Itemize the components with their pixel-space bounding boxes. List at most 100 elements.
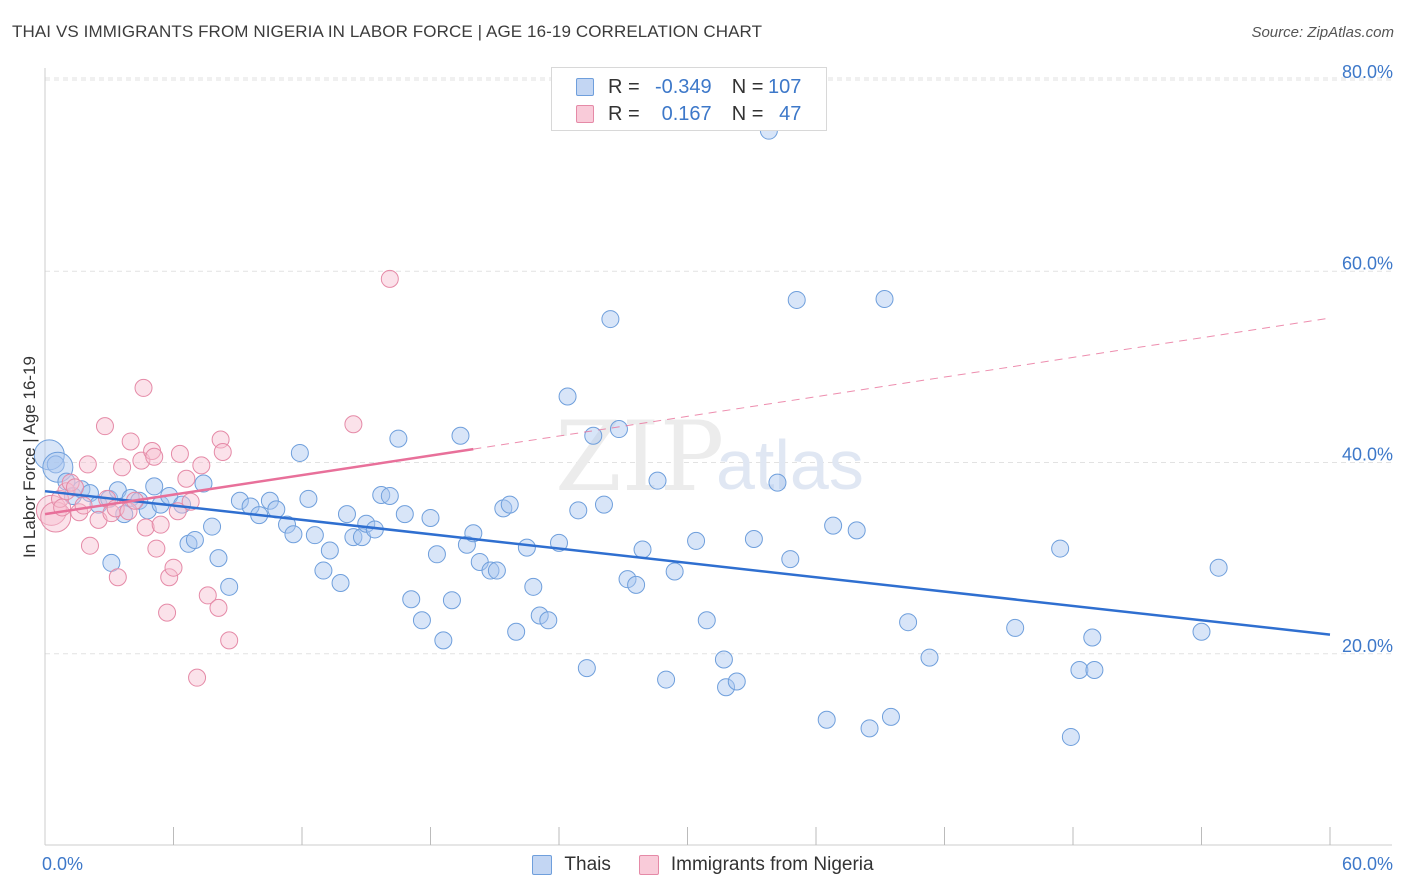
thai-point xyxy=(569,501,588,520)
thai-point xyxy=(768,473,787,492)
y-axis-label: In Labor Force | Age 16-19 xyxy=(20,356,39,558)
thai-point xyxy=(618,570,637,589)
legend-r-value: 0.167 xyxy=(661,102,712,125)
thai-point xyxy=(817,710,836,729)
thai-point xyxy=(920,648,939,667)
thai-point xyxy=(1085,661,1104,680)
thai-point xyxy=(380,486,399,505)
y-tick-label: 60.0% xyxy=(1342,253,1393,273)
nigeria-point xyxy=(151,515,170,534)
thai-point xyxy=(314,561,333,580)
nigeria-point xyxy=(147,539,166,558)
thai-point xyxy=(899,613,918,632)
thai-trend-line xyxy=(44,489,1331,636)
thai-point xyxy=(697,611,716,630)
thai-point xyxy=(875,289,894,308)
nigeria-point xyxy=(74,496,93,515)
thai-point xyxy=(451,426,470,445)
nigeria-point xyxy=(164,558,183,577)
thai-point xyxy=(881,707,900,726)
nigeria-point xyxy=(57,482,76,501)
thai-point xyxy=(320,541,339,560)
thai-point xyxy=(209,549,228,568)
thai-point xyxy=(487,561,506,580)
nigeria-point xyxy=(160,568,179,587)
thai-point xyxy=(434,631,453,650)
legend-n-label: N = xyxy=(731,75,764,98)
series-legend-thais: Thais xyxy=(532,854,611,876)
thai-point xyxy=(412,611,431,630)
watermark-atlas: atlas xyxy=(716,426,864,504)
thai-point xyxy=(481,561,500,580)
thai-point xyxy=(457,535,476,554)
nigeria-point xyxy=(95,417,114,436)
chart-title: THAI VS IMMIGRANTS FROM NIGERIA IN LABOR… xyxy=(12,22,763,41)
thai-point xyxy=(824,516,843,535)
legend-swatch-nigeria xyxy=(576,105,594,123)
nigeria-point xyxy=(213,442,232,461)
thai-point xyxy=(714,650,733,669)
thai-point xyxy=(717,678,736,697)
nigeria-point xyxy=(80,536,99,555)
thai-point xyxy=(1070,661,1089,680)
nigeria-point xyxy=(108,568,127,587)
thai-point xyxy=(507,622,526,641)
thai-point xyxy=(847,521,866,540)
thai-point xyxy=(290,443,309,462)
thai-point xyxy=(46,455,65,474)
nigeria-point xyxy=(344,415,363,434)
axes-layer xyxy=(44,68,1392,846)
thai-point xyxy=(395,505,414,524)
thai-point xyxy=(627,575,646,594)
nigeria-point xyxy=(192,456,211,475)
thai-point xyxy=(517,538,536,557)
thai-point xyxy=(1209,558,1228,577)
nigeria-point xyxy=(65,478,84,497)
thai-point xyxy=(230,491,249,510)
nigeria-point xyxy=(136,518,155,537)
thai-point xyxy=(299,489,318,508)
thai-point xyxy=(1006,618,1025,637)
nigeria-point xyxy=(170,444,189,463)
thai-point xyxy=(1061,727,1080,746)
y-tick-label: 80.0% xyxy=(1342,62,1393,82)
legend-r-label: R = xyxy=(608,75,640,98)
thai-point xyxy=(337,505,356,524)
thai-point xyxy=(220,577,239,596)
nigeria-point xyxy=(209,598,228,617)
thai-point xyxy=(633,540,652,559)
legend-r-value: -0.349 xyxy=(654,75,712,98)
x-tick-label: 60.0% xyxy=(1342,854,1393,874)
nigeria-point xyxy=(198,586,217,605)
legend-n-value: 107 xyxy=(768,75,802,98)
y-tick-label: 20.0% xyxy=(1342,636,1393,656)
chart-source: Source: ZipAtlas.com xyxy=(1251,24,1394,41)
nigeria-point xyxy=(380,269,399,288)
thai-point xyxy=(539,611,558,630)
thai-point xyxy=(194,474,213,493)
nigeria-point xyxy=(145,447,164,466)
thai-point xyxy=(1083,628,1102,647)
series-legend-nigeria: Immigrants from Nigeria xyxy=(638,854,874,876)
thai-point xyxy=(500,495,519,514)
thai-point xyxy=(442,591,461,610)
thai-point xyxy=(594,495,613,514)
thai-point xyxy=(787,290,806,309)
legend-n-label: N = xyxy=(731,102,764,125)
thai-point xyxy=(203,517,222,536)
x-tick-label: 0.0% xyxy=(42,854,83,874)
thai-point xyxy=(744,530,763,548)
labels-layer: 20.0% 40.0% 60.0% 80.0% 0.0% 60.0% In Labor Fo… xyxy=(20,62,1393,874)
y-tick-label: 40.0% xyxy=(1342,445,1393,465)
nigeria-point xyxy=(220,631,239,650)
thai-point xyxy=(1192,622,1211,641)
stats-legend: R = -0.349 N = 107 R = 0.167 N = 47 xyxy=(551,67,827,131)
series-swatch-nigeria xyxy=(638,855,659,875)
thai-point xyxy=(185,530,204,549)
thai-point xyxy=(687,531,706,550)
series-swatch-thais xyxy=(532,855,553,875)
watermark-zip: ZIP xyxy=(555,401,724,513)
thai-point xyxy=(657,670,676,689)
nigeria-point xyxy=(134,378,153,397)
